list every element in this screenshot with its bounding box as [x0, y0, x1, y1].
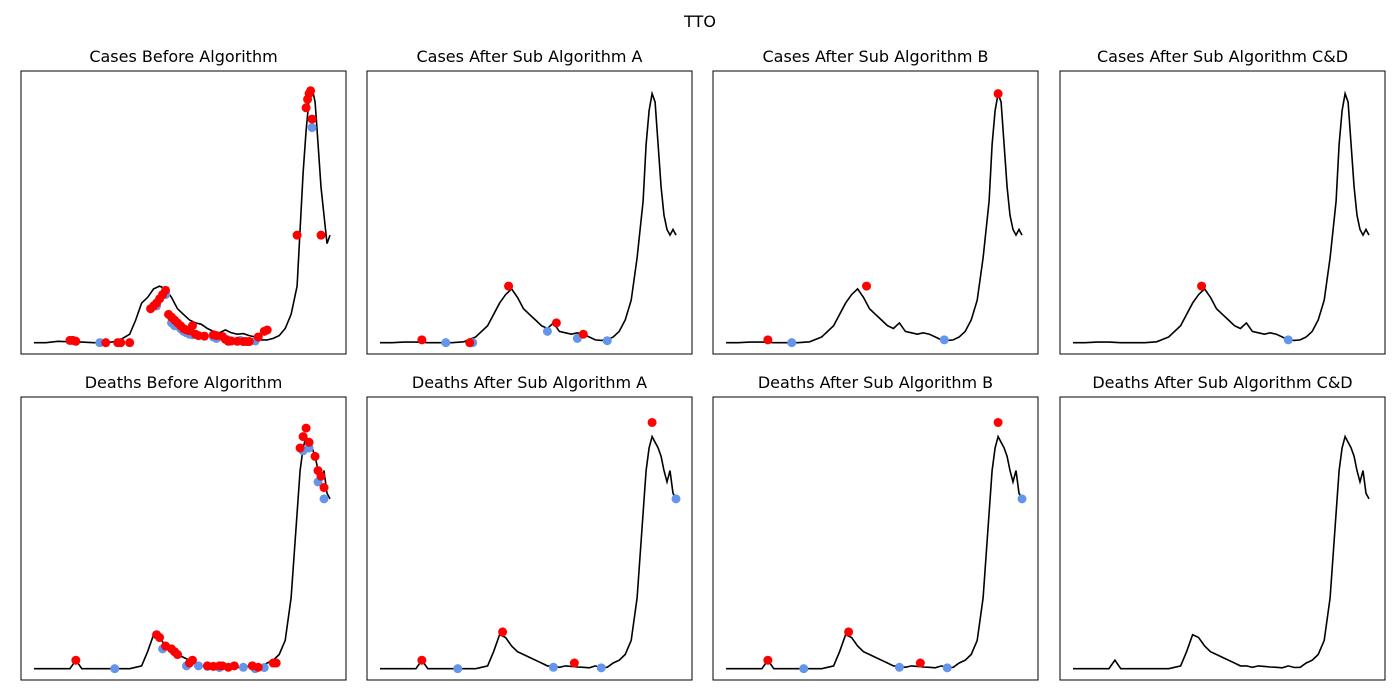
peak-point [71, 655, 81, 665]
trough-point [787, 338, 797, 348]
peak-point [187, 655, 197, 665]
peak-point [417, 335, 427, 345]
peak-point [551, 318, 561, 328]
subplot-title: Deaths After Sub Algorithm A [412, 373, 647, 392]
plot-frame [20, 70, 347, 355]
peak-point [310, 451, 320, 461]
peak-point [253, 332, 263, 342]
series-line [1073, 90, 1370, 344]
peak-point [229, 661, 239, 671]
peak-point [292, 230, 302, 240]
plot-frame [366, 396, 693, 681]
peak-point [465, 338, 475, 348]
series-line [726, 434, 1023, 670]
peak-point [647, 417, 657, 427]
peak-point [116, 338, 126, 348]
peak-point [161, 285, 171, 295]
trough-point [894, 662, 904, 672]
peak-point [298, 432, 308, 442]
panels-grid: Cases Before Algorithm Cases After Sub Al… [20, 47, 1386, 681]
subplot: Cases After Sub Algorithm A [366, 47, 693, 355]
peak-point [71, 336, 81, 346]
subplot-title: Cases After Sub Algorithm B [762, 47, 988, 66]
trough-point [799, 664, 809, 674]
subplot-title: Deaths After Sub Algorithm C&D [1092, 373, 1352, 392]
peak-point [155, 633, 165, 643]
peak-point [498, 627, 508, 637]
trough-point [542, 326, 552, 336]
subplot: Cases Before Algorithm [20, 47, 347, 355]
peak-point [862, 281, 872, 291]
peak-point [262, 325, 272, 335]
peak-point [504, 281, 514, 291]
subplot: Cases After Sub Algorithm B [712, 47, 1039, 355]
peak-point [244, 337, 254, 347]
trough-point [596, 663, 606, 673]
peak-point [101, 338, 111, 348]
subplot-title: Cases After Sub Algorithm C&D [1097, 47, 1348, 66]
trough-point [193, 661, 203, 671]
peak-point [569, 658, 579, 668]
peak-point [844, 627, 854, 637]
plot-frame [366, 70, 693, 355]
peak-point [173, 650, 183, 660]
peak-point [271, 658, 281, 668]
peak-point [578, 329, 588, 339]
peak-point [915, 658, 925, 668]
peak-point [1197, 281, 1207, 291]
peak-point [319, 483, 329, 493]
peak-point [125, 338, 135, 348]
plot-frame [1059, 70, 1386, 355]
peak-point [253, 662, 263, 672]
peak-point [301, 423, 311, 433]
peak-point [306, 86, 316, 96]
subplot: Cases After Sub Algorithm C&D [1059, 47, 1386, 355]
subplot: Deaths Before Algorithm [20, 373, 347, 681]
peak-point [304, 437, 314, 447]
figure-title: TTO [683, 12, 716, 31]
subplot-title: Deaths After Sub Algorithm B [758, 373, 993, 392]
subplot-title: Cases Before Algorithm [89, 47, 277, 66]
trough-point [319, 494, 329, 504]
trough-point [939, 335, 949, 345]
peak-point [187, 321, 197, 331]
trough-point [671, 494, 681, 504]
plot-frame [1059, 396, 1386, 681]
peak-point [993, 89, 1003, 99]
series-line [34, 87, 331, 344]
subplot-title: Deaths Before Algorithm [85, 373, 283, 392]
peak-point [295, 443, 305, 453]
subplot-title: Cases After Sub Algorithm A [416, 47, 642, 66]
peak-point [316, 230, 326, 240]
trough-point [602, 336, 612, 346]
subplot: Deaths After Sub Algorithm A [366, 373, 693, 681]
plot-frame [712, 396, 1039, 681]
peak-point [316, 471, 326, 481]
trough-point [942, 663, 952, 673]
peak-point [301, 103, 311, 113]
trough-point [307, 123, 317, 133]
peak-point [763, 335, 773, 345]
plot-frame [712, 70, 1039, 355]
trough-point [1283, 335, 1293, 345]
trough-point [548, 662, 558, 672]
peak-point [307, 114, 317, 124]
trough-point [441, 338, 451, 348]
trough-point [110, 664, 120, 674]
subplot: Deaths After Sub Algorithm B [712, 373, 1039, 681]
peak-point [763, 655, 773, 665]
plot-frame [20, 396, 347, 681]
series-line [380, 434, 677, 670]
series-line [1073, 434, 1370, 670]
trough-point [238, 662, 248, 672]
trough-point [1017, 494, 1027, 504]
peak-point [993, 417, 1003, 427]
trough-point [453, 664, 463, 674]
peak-point [199, 331, 209, 341]
peak-point [417, 655, 427, 665]
subplot: Deaths After Sub Algorithm C&D [1059, 373, 1386, 681]
